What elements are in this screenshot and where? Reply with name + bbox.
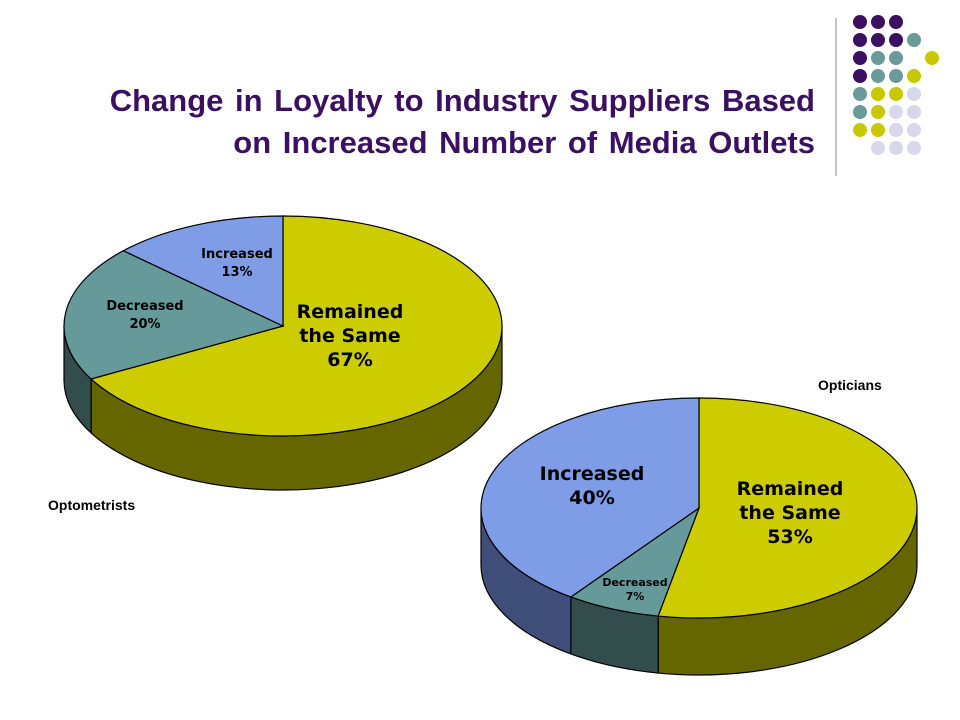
slide-title: Change in Loyalty to Industry Suppliers … [40,80,815,164]
decorative-dot [853,105,867,119]
decorative-dot [907,123,921,137]
decorative-dot [871,33,885,47]
decorative-dot [853,69,867,83]
decorative-dot [889,33,903,47]
decorative-dot [871,123,885,137]
chart-label-opticians: Opticians [818,377,882,393]
decorative-dot [853,123,867,137]
slice-label-decreased: Decreased 20% [106,299,183,332]
slice-label-remained-the-same: Remained the Same 53% [737,478,844,548]
slice-label-increased: Increased 40% [540,463,645,509]
decorative-dot [907,87,921,101]
decorative-dot [853,87,867,101]
decorative-dot [853,33,867,47]
decorative-dot [889,141,903,155]
decorative-dot [889,69,903,83]
decorative-dot [853,51,867,65]
decorative-dot [871,141,885,155]
pie-slice-increased [122,215,284,327]
decorative-dot [889,15,903,29]
decorative-dot [871,51,885,65]
slice-label-remained-the-same: Remained the Same 67% [297,301,404,371]
title-line-1: Change in Loyalty to Industry Suppliers … [109,83,815,118]
decorative-dot [853,15,867,29]
decorative-dot [889,51,903,65]
title-line-2: on Increased Number of Media Outlets [233,125,815,160]
pie-chart-optometrists: Remained the Same 67% Decreased 20% Increased… [63,215,503,491]
pie-chart-opticians: Remained the Same 53% Decreased 7% Increased 4… [480,397,918,676]
decorative-dot [907,69,921,83]
slice-label-increased: Increased 13% [201,247,273,280]
decorative-dot-grid [835,15,939,176]
decorative-dot [871,15,885,29]
slice-label-decreased: Decreased 7% [602,576,667,603]
decorative-dot [925,51,939,65]
decorative-dot [889,105,903,119]
decorative-dot [889,87,903,101]
decorative-dot [907,141,921,155]
decorative-dot [907,105,921,119]
chart-label-optometrists: Optometrists [48,497,136,513]
decorative-dot [907,33,921,47]
decorative-dot [871,87,885,101]
decorative-dot [871,69,885,83]
pie-slice-remained-the-same [89,215,503,437]
decorative-dot [871,105,885,119]
pie-slice-decreased [63,250,285,380]
decorative-dot [889,123,903,137]
pie-slice-remained-the-same [657,397,918,619]
pie-slice-increased [480,397,700,598]
